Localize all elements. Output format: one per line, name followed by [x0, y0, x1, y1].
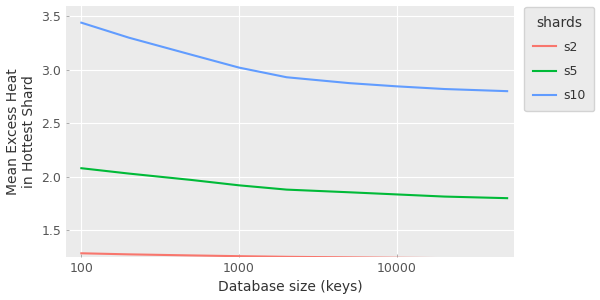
s2: [236, 254, 243, 258]
s2: [78, 251, 85, 255]
s5: [236, 184, 243, 187]
s10: [441, 87, 448, 91]
s10: [236, 66, 243, 69]
s5: [283, 188, 290, 191]
s2: [346, 256, 353, 259]
Line: s10: s10: [82, 23, 507, 91]
Legend: s2, s5, s10: s2, s5, s10: [524, 7, 594, 111]
s10: [346, 81, 353, 85]
s10: [188, 53, 195, 57]
s10: [503, 89, 511, 93]
s5: [346, 190, 353, 194]
Line: s5: s5: [82, 168, 507, 198]
s2: [503, 256, 511, 260]
s2: [393, 256, 400, 260]
s10: [283, 76, 290, 79]
s5: [393, 193, 400, 196]
s2: [188, 254, 195, 257]
s5: [503, 196, 511, 200]
Line: s2: s2: [82, 253, 507, 258]
Y-axis label: Mean Excess Heat
in Hottest Shard: Mean Excess Heat in Hottest Shard: [5, 68, 36, 195]
s2: [283, 255, 290, 259]
s5: [188, 178, 195, 182]
s5: [78, 167, 85, 170]
s10: [78, 21, 85, 25]
s2: [441, 256, 448, 260]
s5: [441, 195, 448, 198]
X-axis label: Database size (keys): Database size (keys): [218, 280, 362, 294]
s10: [125, 36, 133, 40]
s10: [393, 85, 400, 88]
s5: [125, 172, 133, 175]
s2: [125, 253, 133, 256]
